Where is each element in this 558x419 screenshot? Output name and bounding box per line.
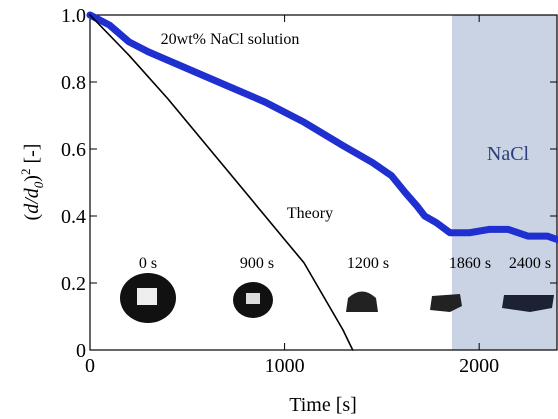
plot-frame <box>89 14 558 351</box>
x-tick-label: 1000 <box>265 355 305 377</box>
snapshot-label: 900 s <box>240 255 274 272</box>
y-tick-label: 0.6 <box>61 139 86 161</box>
y-tick-label: 0.4 <box>61 206 86 228</box>
x-tick-label: 0 <box>85 355 95 377</box>
droplet-highlight <box>246 293 260 304</box>
y-tick-label: 0.8 <box>61 72 86 94</box>
y-label-part: ( <box>21 213 43 220</box>
y-tick-label: 0 <box>76 340 86 362</box>
line-series <box>86 11 558 243</box>
droplets <box>120 273 554 323</box>
line-series <box>89 14 354 351</box>
shaded-region <box>451 15 557 350</box>
y-tick-label: 0.2 <box>61 273 86 295</box>
y-tick-label: 1.0 <box>61 5 86 27</box>
snapshot-label: 2400 s <box>509 255 551 272</box>
shade-layer <box>451 15 557 350</box>
snapshot-label: 1860 s <box>449 255 491 272</box>
snapshot-label: 1200 s <box>347 255 389 272</box>
y-label-part: [-] <box>21 144 43 169</box>
annotation: 20wt% NaCl solution <box>161 31 300 48</box>
droplet <box>502 295 554 312</box>
y-label-part: 2 <box>18 169 33 176</box>
droplet <box>430 294 462 312</box>
x-tick-label: 2000 <box>459 355 499 377</box>
snapshot-label: 0 s <box>139 255 157 272</box>
series-label: Theory <box>287 205 333 222</box>
x-axis-label: Time [s] <box>289 394 357 416</box>
y-label-part: 0 <box>31 181 46 188</box>
region-label: NaCl <box>487 143 530 165</box>
y-label-part: ) <box>21 175 43 182</box>
droplet-highlight <box>137 288 157 305</box>
droplet <box>346 291 378 312</box>
y-axis-label: (d/d0)2 [-] <box>18 144 46 221</box>
y-label-part: d/d <box>21 187 43 214</box>
